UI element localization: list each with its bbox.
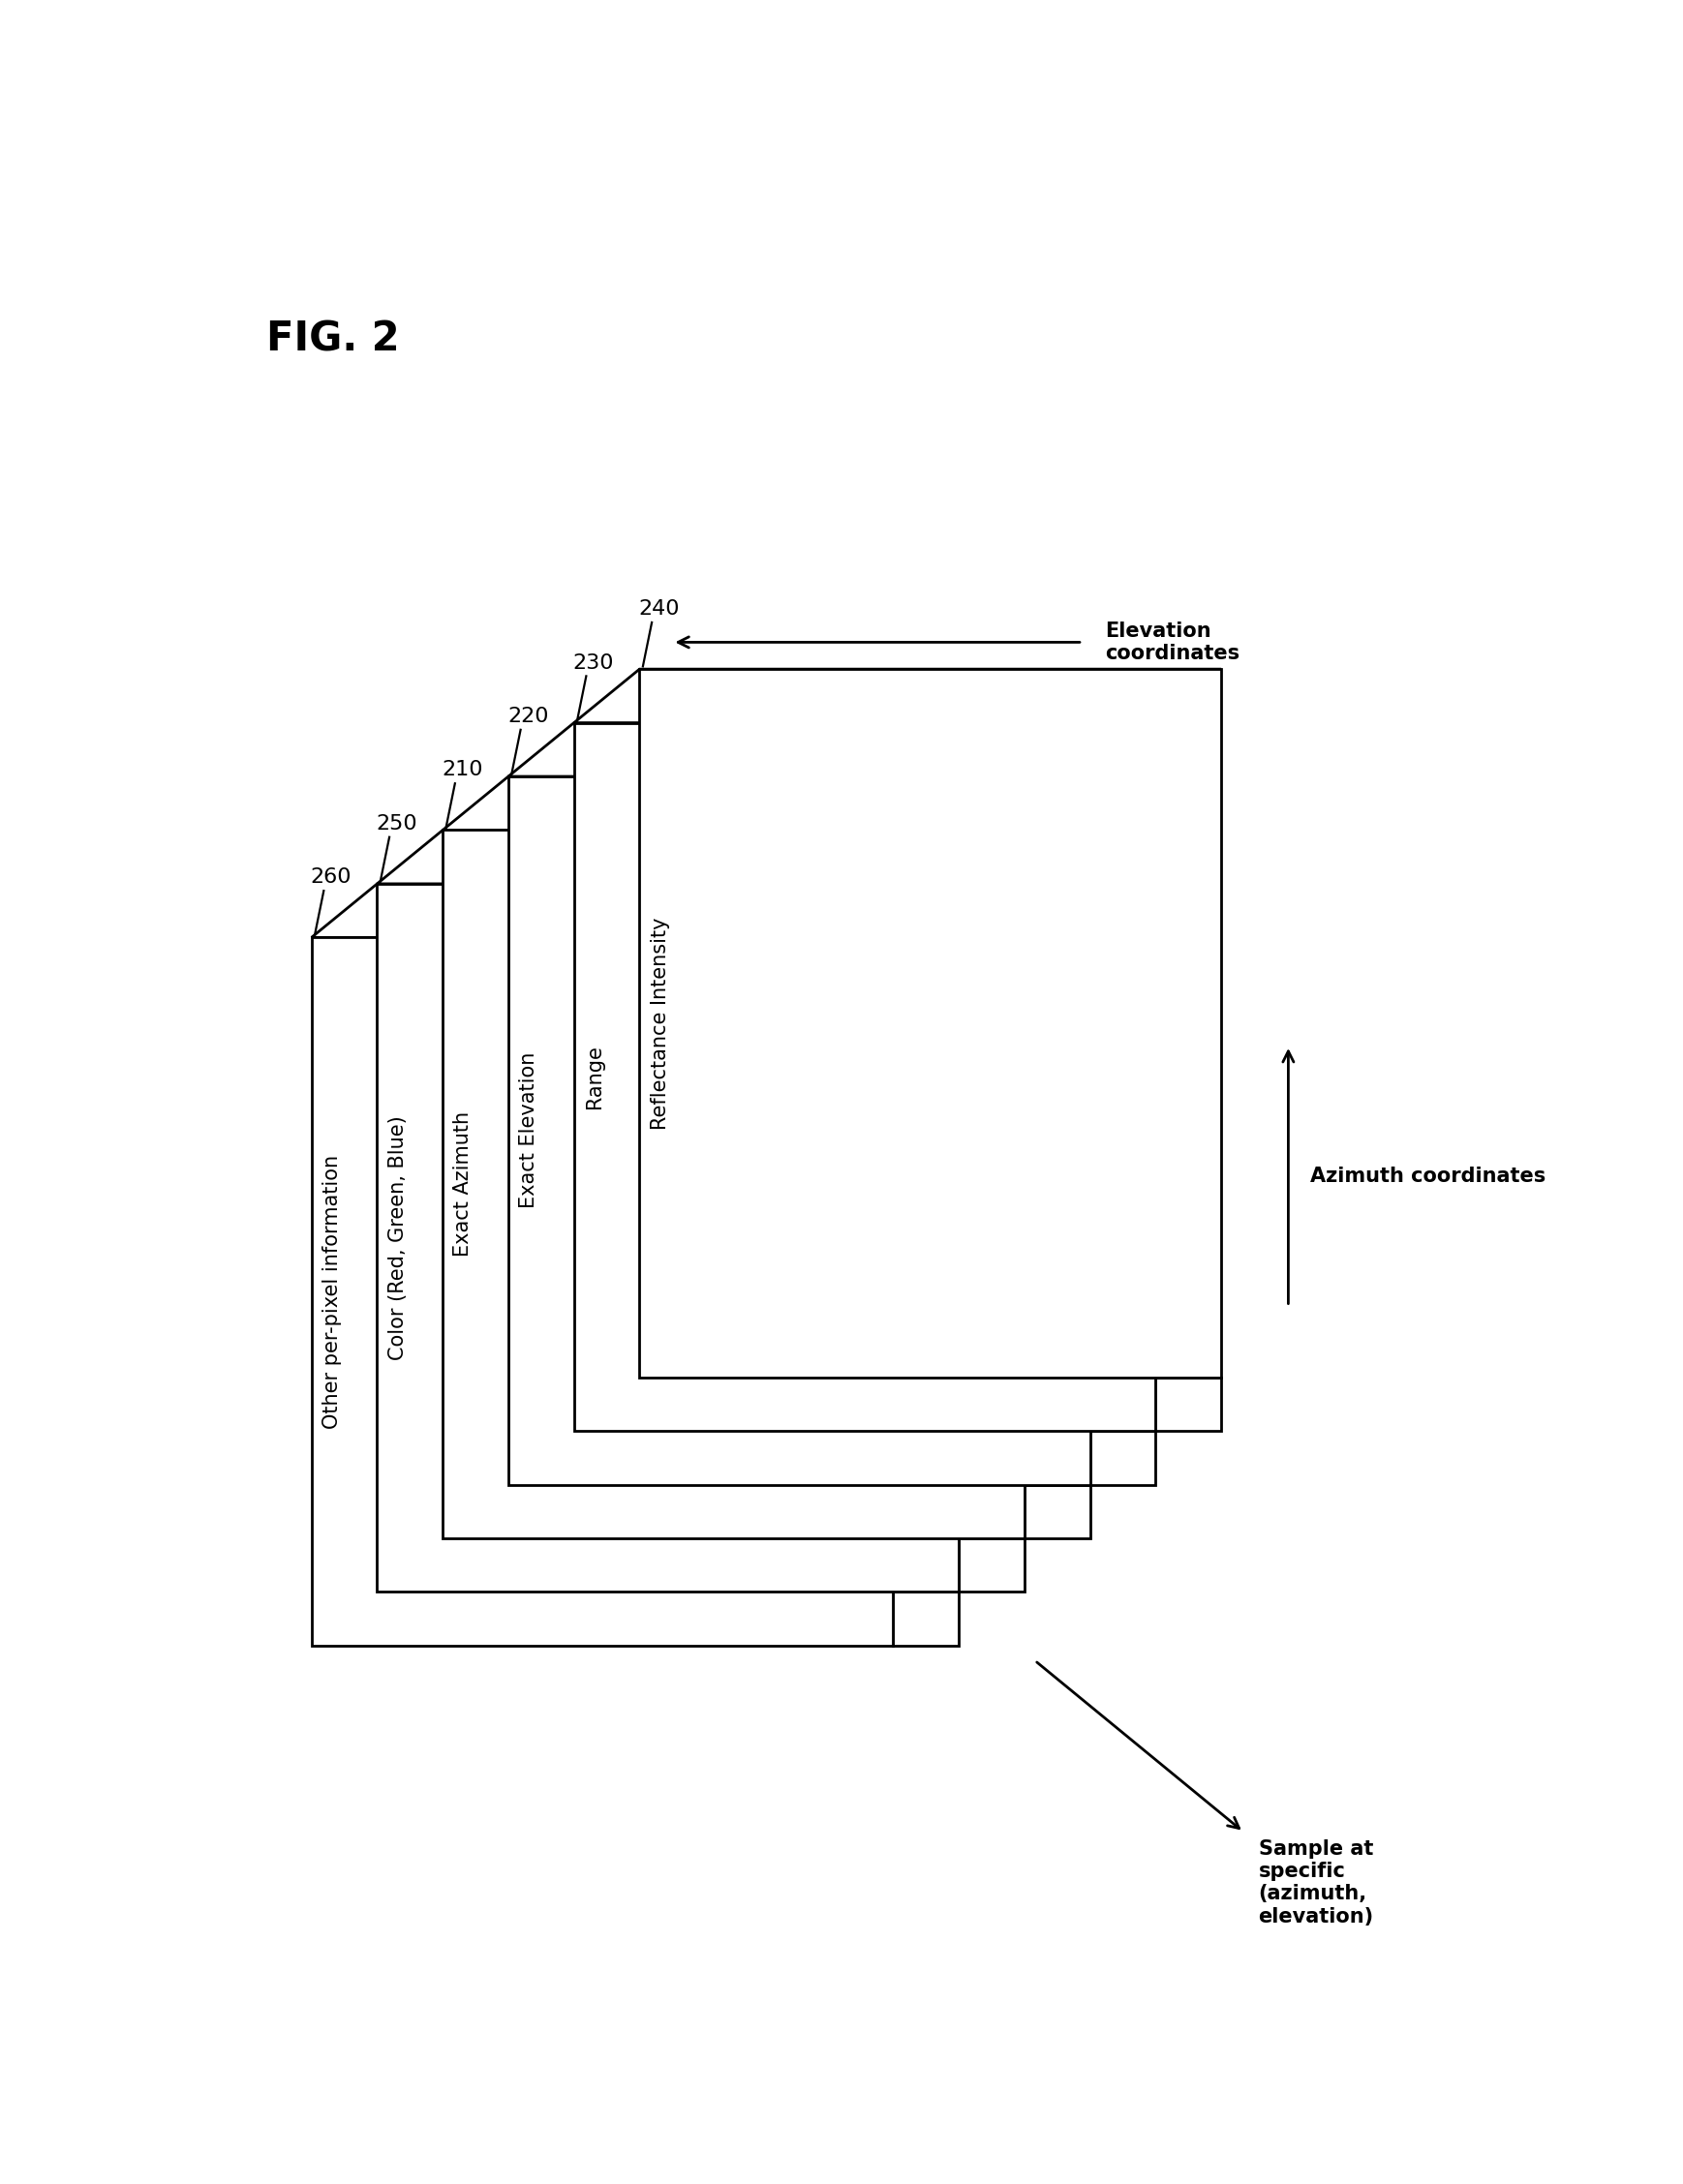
Text: Exact Elevation: Exact Elevation bbox=[518, 1053, 539, 1208]
Text: 250: 250 bbox=[377, 815, 417, 834]
Polygon shape bbox=[508, 778, 1091, 1485]
Polygon shape bbox=[1156, 1378, 1222, 1431]
Polygon shape bbox=[377, 830, 1025, 885]
Text: 230: 230 bbox=[574, 653, 614, 673]
Polygon shape bbox=[377, 885, 959, 1592]
Polygon shape bbox=[311, 885, 959, 937]
Text: 240: 240 bbox=[640, 598, 680, 618]
Text: 260: 260 bbox=[311, 867, 352, 887]
Polygon shape bbox=[443, 830, 1025, 1538]
Text: Color (Red, Green, Blue): Color (Red, Green, Blue) bbox=[389, 1116, 407, 1361]
Polygon shape bbox=[1091, 1431, 1156, 1485]
Text: Exact Azimuth: Exact Azimuth bbox=[453, 1112, 473, 1256]
Text: 210: 210 bbox=[443, 760, 483, 780]
Polygon shape bbox=[574, 668, 1222, 723]
Polygon shape bbox=[894, 1592, 959, 1645]
Polygon shape bbox=[443, 778, 1091, 830]
Text: Other per-pixel information: Other per-pixel information bbox=[323, 1155, 342, 1428]
Polygon shape bbox=[508, 723, 1156, 778]
Text: FIG. 2: FIG. 2 bbox=[268, 319, 401, 360]
Polygon shape bbox=[640, 668, 1222, 1378]
Text: Sample at
specific
(azimuth,
elevation): Sample at specific (azimuth, elevation) bbox=[1259, 1839, 1373, 1926]
Text: Azimuth coordinates: Azimuth coordinates bbox=[1311, 1166, 1547, 1186]
Polygon shape bbox=[311, 937, 894, 1645]
Text: Reflectance Intensity: Reflectance Intensity bbox=[650, 917, 670, 1129]
Text: 220: 220 bbox=[508, 708, 549, 725]
Polygon shape bbox=[574, 723, 1156, 1431]
Polygon shape bbox=[1025, 1485, 1091, 1538]
Text: Elevation
coordinates: Elevation coordinates bbox=[1104, 620, 1240, 664]
Text: Range: Range bbox=[584, 1044, 604, 1109]
Polygon shape bbox=[959, 1538, 1025, 1592]
